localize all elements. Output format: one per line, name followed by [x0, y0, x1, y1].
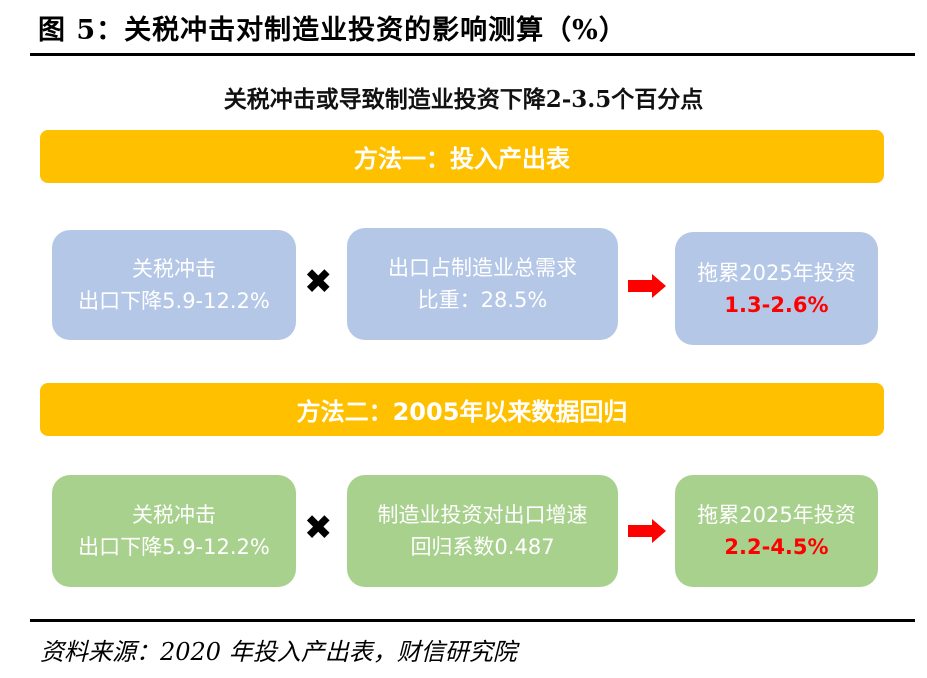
- box-line: 拖累2025年投资: [697, 503, 856, 527]
- box-line: 拖累2025年投资: [697, 260, 856, 285]
- box-line: 回归系数0.487: [410, 535, 555, 559]
- x-mark-icon: ✖: [304, 262, 333, 302]
- method2-banner: 方法二：2005年以来数据回归: [40, 383, 884, 436]
- box-line: 出口占制造业总需求: [388, 256, 577, 280]
- method1-share-box: 出口占制造业总需求 比重：28.5%: [347, 228, 618, 340]
- top-rule: [30, 53, 915, 56]
- result-value: 2.2-4.5%: [724, 535, 829, 559]
- method1-result-box: 拖累2025年投资 1.3-2.6%: [675, 232, 878, 345]
- result-value: 1.3-2.6%: [724, 292, 829, 317]
- method1-tariff-box: 关税冲击 出口下降5.9-12.2%: [52, 230, 296, 340]
- method2-regression-box: 制造业投资对出口增速 回归系数0.487: [347, 475, 618, 587]
- method2-tariff-box: 关税冲击 出口下降5.9-12.2%: [52, 475, 296, 587]
- box-line: 制造业投资对出口增速: [377, 503, 588, 527]
- box-line: 关税冲击: [132, 257, 216, 281]
- box-line: 关税冲击: [132, 503, 216, 527]
- x-mark-icon: ✖: [304, 508, 333, 548]
- box-line: 出口下降5.9-12.2%: [78, 535, 270, 559]
- box-line: 出口下降5.9-12.2%: [78, 289, 270, 313]
- source-note: 资料来源：2020 年投入产出表，财信研究院: [40, 638, 517, 666]
- right-arrow-icon: [628, 519, 666, 543]
- figure-title: 图 5：关税冲击对制造业投资的影响测算（%）: [38, 15, 627, 46]
- bottom-rule: [30, 619, 915, 622]
- subtitle: 关税冲击或导致制造业投资下降2-3.5个百分点: [223, 86, 704, 113]
- method2-result-box: 拖累2025年投资 2.2-4.5%: [675, 475, 878, 587]
- method1-banner: 方法一：投入产出表: [40, 130, 884, 183]
- right-arrow-icon: [628, 274, 666, 298]
- box-line: 比重：28.5%: [417, 288, 548, 312]
